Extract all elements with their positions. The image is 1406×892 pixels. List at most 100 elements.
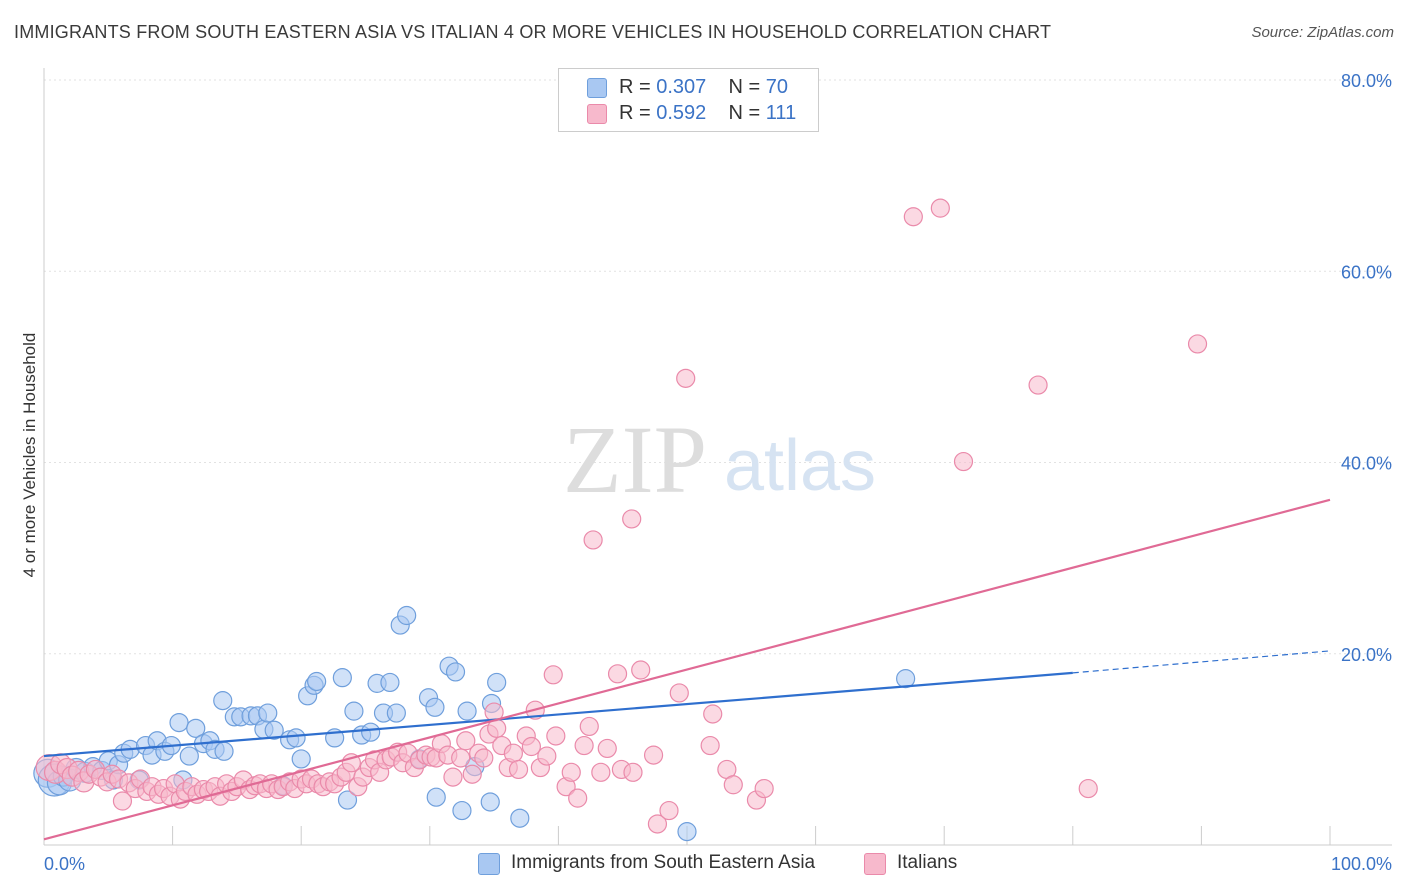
watermark: ZIP atlas: [563, 406, 876, 513]
point-italians: [754, 778, 774, 799]
point-italians: [583, 530, 603, 550]
point-sea: [179, 746, 199, 766]
legend-n-value: 111: [765, 102, 797, 124]
point-italians: [622, 509, 642, 529]
point-sea: [186, 718, 206, 738]
bottom-legend-label-sea: Immigrants from South Eastern Asia: [511, 852, 816, 873]
trend-lines: [43, 498, 1331, 841]
point-italians: [568, 788, 588, 808]
point-italians: [1028, 375, 1048, 395]
axes: [43, 68, 1392, 846]
point-italians: [1078, 778, 1098, 799]
legend-swatch-sea: [587, 78, 607, 98]
point-sea: [291, 749, 311, 769]
point-italians: [503, 743, 523, 763]
watermark-atlas: atlas: [724, 426, 876, 506]
point-italians: [597, 738, 617, 759]
legend-r-label: R =: [619, 76, 657, 98]
point-sea: [307, 671, 327, 692]
point-italians: [508, 759, 529, 780]
point-italians: [521, 736, 541, 757]
point-sea: [332, 668, 352, 688]
point-sea: [344, 701, 364, 721]
watermark-zip: ZIP: [563, 406, 707, 513]
point-italians: [631, 660, 651, 680]
point-italians: [546, 726, 566, 746]
point-italians: [647, 814, 668, 834]
point-sea: [169, 712, 189, 733]
grid-lines: [44, 79, 1392, 655]
point-italians: [462, 764, 482, 784]
y-axis-label: 4 or more Vehicles in Household: [20, 332, 39, 578]
point-italians: [574, 735, 594, 756]
point-sea: [480, 792, 500, 812]
point-sea: [264, 720, 284, 740]
trend-line-sea: [43, 671, 1073, 758]
point-italians: [1187, 334, 1208, 354]
point-italians: [112, 791, 133, 811]
point-sea: [361, 722, 381, 742]
y-tick-label: 80.0%: [1341, 71, 1392, 91]
point-italians: [676, 368, 696, 388]
point-italians: [669, 683, 689, 703]
legend-r-value: 0.307: [656, 76, 707, 98]
x-tick-label-min: 0.0%: [44, 854, 85, 874]
point-italians: [903, 207, 923, 227]
bottom-legend-swatch-italians: [864, 853, 886, 875]
point-italians: [561, 762, 581, 782]
point-italians: [474, 748, 494, 768]
x-tick-label-max: 100.0%: [1331, 854, 1392, 874]
data-points: [33, 198, 1208, 842]
point-sea: [286, 728, 306, 748]
legend-n-value: 70: [765, 76, 789, 98]
chart-title: IMMIGRANTS FROM SOUTH EASTERN ASIA VS IT…: [14, 22, 1052, 42]
point-sea: [445, 662, 466, 682]
point-sea: [452, 800, 472, 821]
point-sea: [510, 808, 530, 828]
point-italians: [591, 762, 611, 782]
trend-line-italians: [43, 498, 1331, 841]
legend-r-value: 0.592: [656, 102, 707, 124]
point-italians: [607, 664, 628, 684]
point-italians: [543, 665, 563, 685]
point-italians: [643, 745, 664, 765]
bottom-legend-label-italians: Italians: [897, 852, 958, 873]
legend-n-label: N =: [728, 76, 766, 98]
point-italians: [623, 762, 643, 782]
point-italians: [451, 748, 471, 768]
point-sea: [214, 741, 234, 761]
point-italians: [537, 746, 557, 766]
tick-labels: 20.0% 40.0% 60.0% 80.0% 0.0% 100.0%: [44, 71, 1392, 874]
point-italians: [953, 451, 974, 472]
y-tick-label: 20.0%: [1341, 645, 1392, 665]
point-sea: [426, 787, 446, 807]
point-sea: [380, 672, 400, 693]
point-italians: [579, 716, 599, 737]
point-sea: [213, 691, 233, 711]
trend-line-sea-extension: [1072, 650, 1331, 674]
point-sea: [397, 605, 417, 626]
point-sea: [258, 703, 278, 723]
point-italians: [723, 775, 743, 795]
correlation-legend: R = 0.307 N = 70 R = 0.592 N = 111: [558, 68, 819, 132]
point-sea: [677, 822, 697, 842]
legend-r-label: R =: [619, 102, 657, 124]
point-sea: [337, 790, 358, 810]
point-italians: [659, 800, 679, 821]
y-tick-label: 40.0%: [1341, 454, 1392, 474]
legend-swatch-italians: [587, 104, 607, 124]
source-credit: Source: ZipAtlas.com: [1251, 24, 1394, 41]
point-sea: [386, 703, 406, 723]
point-sea: [487, 672, 507, 693]
point-italians: [456, 731, 476, 751]
point-italians: [443, 767, 463, 787]
point-italians: [700, 735, 720, 756]
point-sea: [457, 701, 477, 721]
y-tick-label: 60.0%: [1341, 262, 1392, 282]
point-sea: [425, 697, 445, 717]
bottom-legend-swatch-sea: [478, 853, 500, 875]
point-italians: [703, 704, 723, 724]
legend-n-label: N =: [728, 102, 766, 124]
point-italians: [930, 198, 950, 218]
